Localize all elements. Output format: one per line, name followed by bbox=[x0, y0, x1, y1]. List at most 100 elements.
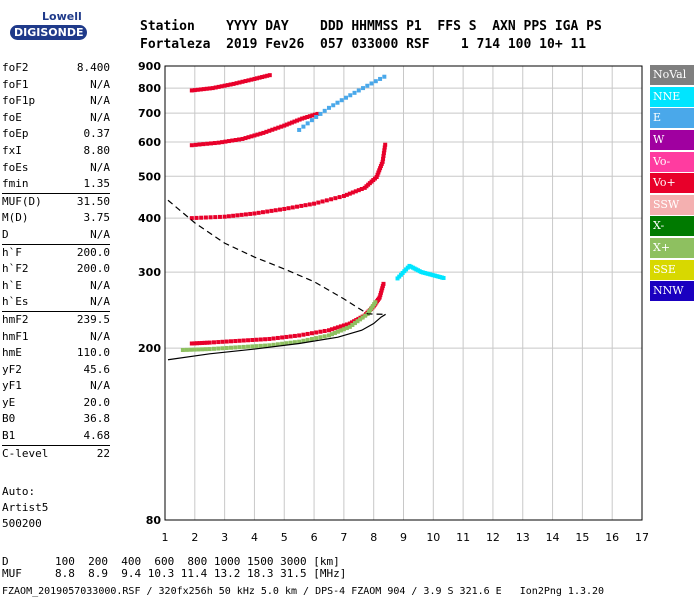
echo-point bbox=[374, 175, 379, 180]
param-value: 8.80 bbox=[83, 143, 111, 157]
echo-point bbox=[344, 95, 349, 100]
echo-point bbox=[377, 295, 382, 300]
param-row: foE N/A bbox=[2, 110, 110, 127]
echo-point bbox=[258, 343, 263, 348]
param-name: hmF1 bbox=[2, 329, 29, 343]
echo-point bbox=[277, 207, 282, 212]
y-tick-label: 600 bbox=[138, 136, 161, 149]
echo-point bbox=[379, 288, 384, 293]
polarization-legend: NoVal NNE E W Vo- Vo+ SSW X- X+ SSE NNW bbox=[650, 65, 694, 303]
echo-point bbox=[204, 86, 209, 91]
param-value: 200.0 bbox=[76, 262, 110, 276]
echo-point bbox=[305, 121, 310, 126]
param-name: fmin bbox=[2, 177, 29, 191]
legend-noval-swatch: NoVal bbox=[650, 65, 694, 85]
x-tick-label: 6 bbox=[311, 531, 318, 544]
echo-point bbox=[287, 121, 292, 126]
echo-point bbox=[216, 346, 221, 351]
echo-point bbox=[216, 340, 221, 345]
echo-point bbox=[322, 334, 327, 339]
echo-point bbox=[201, 142, 206, 147]
echo-point bbox=[347, 191, 352, 196]
echo-point bbox=[252, 211, 257, 216]
auto-artist: Artist5 bbox=[2, 501, 49, 514]
echo-point bbox=[297, 117, 302, 122]
param-row: hmE 110.0 bbox=[2, 345, 110, 362]
echo-point bbox=[288, 334, 293, 339]
echo-point bbox=[256, 210, 261, 215]
echo-point bbox=[213, 215, 218, 220]
echo-point bbox=[192, 341, 197, 346]
echo-point bbox=[203, 347, 208, 352]
echo-point bbox=[349, 320, 354, 325]
param-value: N/A bbox=[90, 379, 110, 393]
echo-point bbox=[196, 347, 201, 352]
echo-point bbox=[282, 206, 287, 211]
echo-point bbox=[300, 116, 305, 121]
echo-point bbox=[322, 328, 327, 333]
echo-point bbox=[233, 339, 238, 344]
echo-point bbox=[312, 201, 317, 206]
echo-point bbox=[347, 321, 352, 326]
echo-point bbox=[329, 332, 334, 337]
echo-point bbox=[270, 127, 275, 132]
echo-point bbox=[361, 86, 366, 91]
legend-nnw-swatch: NNW bbox=[650, 281, 694, 302]
echo-point bbox=[307, 202, 312, 207]
echo-point bbox=[344, 326, 349, 331]
echo-point bbox=[237, 80, 242, 85]
echo-point bbox=[286, 206, 291, 211]
echo-point bbox=[339, 98, 344, 103]
y-tick-label: 700 bbox=[138, 107, 161, 120]
echo-point bbox=[243, 212, 248, 217]
param-row: foEs N/A bbox=[2, 160, 110, 177]
echo-point bbox=[378, 293, 383, 298]
ionospheric-parameters: foF2 8.400 foF1 N/A foF1p N/A foE N/A foEp 0.37 fx… bbox=[2, 60, 110, 462]
param-name: yE bbox=[2, 395, 16, 409]
echo-point bbox=[258, 131, 263, 136]
echo-point bbox=[194, 215, 199, 220]
echo-point bbox=[235, 213, 240, 218]
echo-point bbox=[217, 214, 222, 219]
logo-main-text: DIGISONDE bbox=[10, 25, 88, 40]
param-name: yF1 bbox=[2, 379, 22, 393]
echo-point bbox=[246, 344, 251, 349]
echo-point bbox=[205, 340, 210, 345]
param-row: yF1 N/A bbox=[2, 378, 110, 395]
param-value: 4.68 bbox=[83, 429, 111, 443]
echo-point bbox=[295, 204, 300, 209]
echo-point bbox=[382, 148, 387, 153]
echo-point bbox=[341, 327, 346, 332]
echo-point bbox=[275, 342, 280, 347]
param-row: MUF(D) 31.50 bbox=[2, 192, 110, 211]
echo-point bbox=[369, 81, 374, 86]
echo-point bbox=[224, 339, 229, 344]
echo-point bbox=[188, 347, 193, 352]
logo-top-text: Lowell bbox=[42, 10, 82, 23]
echo-point bbox=[193, 142, 198, 147]
echo-point bbox=[305, 337, 310, 342]
echo-point bbox=[250, 337, 255, 342]
echo-point bbox=[222, 214, 227, 219]
echo-point bbox=[341, 194, 346, 199]
echo-point bbox=[380, 284, 385, 289]
echo-point bbox=[309, 118, 314, 123]
echo-point bbox=[297, 333, 302, 338]
echo-point bbox=[335, 325, 340, 330]
x-tick-label: 13 bbox=[516, 531, 530, 544]
echo-point bbox=[260, 75, 265, 80]
echo-point bbox=[241, 338, 246, 343]
echo-point bbox=[335, 329, 340, 334]
param-row: hmF2 239.5 bbox=[2, 310, 110, 329]
echo-point bbox=[380, 286, 385, 291]
y-tick-label: 200 bbox=[138, 342, 161, 355]
param-value: 1.35 bbox=[83, 177, 111, 191]
echo-point bbox=[189, 216, 194, 221]
echo-point bbox=[324, 198, 329, 203]
param-row: M(D) 3.75 bbox=[2, 210, 110, 227]
y-tick-label: 500 bbox=[138, 170, 161, 183]
echo-point bbox=[284, 334, 289, 339]
echo-point bbox=[382, 145, 387, 150]
echo-point bbox=[226, 214, 231, 219]
param-name: h`F2 bbox=[2, 262, 29, 276]
